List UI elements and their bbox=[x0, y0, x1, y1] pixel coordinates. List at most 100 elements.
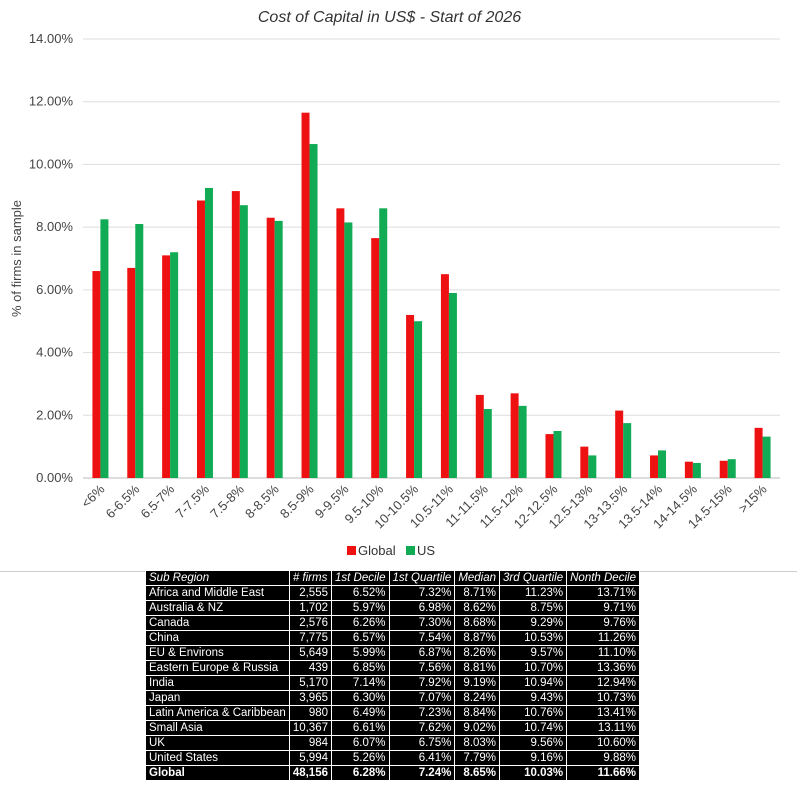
table-cell: 11.26% bbox=[566, 630, 640, 646]
table-cell: 7.54% bbox=[388, 630, 456, 646]
table-cell: 11.23% bbox=[499, 585, 568, 601]
bar-global bbox=[615, 410, 624, 478]
bar-global bbox=[510, 393, 519, 478]
table-cell: 2,576 bbox=[288, 615, 333, 631]
table-cell: 10.53% bbox=[499, 630, 568, 646]
table-row: Japan 3,965 6.30% 7.07% 8.24% 9.43% 10.73% bbox=[145, 690, 640, 706]
table-cell: 6.28% bbox=[331, 765, 390, 781]
table-cell: 8.81% bbox=[454, 660, 501, 676]
bar-global bbox=[127, 267, 136, 478]
x-tick-label: >15% bbox=[735, 481, 770, 516]
x-tick-label: 7.5-8% bbox=[207, 481, 247, 521]
y-tick-label: 8.00% bbox=[36, 219, 73, 234]
bar-global bbox=[301, 112, 310, 479]
bar-us bbox=[170, 252, 179, 478]
table-cell: 7.07% bbox=[388, 690, 456, 706]
bar-us bbox=[658, 450, 667, 478]
bar-global bbox=[371, 238, 380, 478]
table-cell: Australia & NZ bbox=[145, 600, 290, 616]
bar-chart: Cost of Capital in US$ - Start of 2026 0.… bbox=[9, 9, 780, 558]
table-header-cell: # firms bbox=[288, 570, 333, 586]
table-cell: 7,775 bbox=[288, 630, 333, 646]
table-cell: United States bbox=[145, 750, 290, 766]
bar-global bbox=[162, 255, 171, 478]
bar-us bbox=[623, 423, 632, 478]
legend-swatch-us bbox=[406, 546, 415, 555]
y-tick-label: 2.00% bbox=[36, 407, 73, 422]
table-cell: 9.43% bbox=[499, 690, 568, 706]
table-row: Canada 2,576 6.26% 7.30% 8.68% 9.29% 9.76% bbox=[145, 615, 640, 631]
table-cell: 13.41% bbox=[566, 705, 640, 721]
y-tick-label: 0.00% bbox=[36, 470, 73, 485]
bar-global bbox=[92, 271, 101, 478]
table-cell: 984 bbox=[288, 735, 333, 751]
table-cell: 13.11% bbox=[566, 720, 640, 736]
table-cell: 6.30% bbox=[331, 690, 390, 706]
table-cell: 8.71% bbox=[454, 585, 501, 601]
table-row: Latin America & Caribbean 980 6.49% 7.23% 8.… bbox=[145, 705, 640, 721]
legend-swatch-global bbox=[347, 546, 356, 555]
table-cell: 6.85% bbox=[331, 660, 390, 676]
bar-us bbox=[727, 459, 736, 478]
table-cell: 8.62% bbox=[454, 600, 501, 616]
bar-us bbox=[762, 436, 771, 478]
table-cell: 11.66% bbox=[566, 765, 640, 781]
table-total-row: Global 48,156 6.28% 7.24% 8.65% 10.03% 11.66% bbox=[145, 765, 640, 781]
y-tick-label: 6.00% bbox=[36, 282, 73, 297]
table-row: Australia & NZ 1,702 5.97% 6.98% 8.62% 8.75% 9… bbox=[145, 600, 640, 616]
bar-global bbox=[719, 460, 728, 478]
table-cell: 8.26% bbox=[454, 645, 501, 661]
table-cell: 10.74% bbox=[499, 720, 568, 736]
table-cell: Small Asia bbox=[145, 720, 290, 736]
table-cell: 10,367 bbox=[288, 720, 333, 736]
bar-us bbox=[588, 455, 597, 478]
table-cell: 6.07% bbox=[331, 735, 390, 751]
table-cell: 9.02% bbox=[454, 720, 501, 736]
x-tick-label: 7-7.5% bbox=[172, 481, 212, 521]
table-cell: 10.03% bbox=[499, 765, 568, 781]
table-cell: 8.68% bbox=[454, 615, 501, 631]
bar-global bbox=[650, 455, 659, 478]
table-cell: India bbox=[145, 675, 290, 691]
table-cell: UK bbox=[145, 735, 290, 751]
table-cell: 2,555 bbox=[288, 585, 333, 601]
bar-us bbox=[100, 219, 109, 478]
table-cell: 7.62% bbox=[388, 720, 456, 736]
x-tick-label: 6.5-7% bbox=[138, 481, 178, 521]
table-cell: 9.88% bbox=[566, 750, 640, 766]
table-row: India 5,170 7.14% 7.92% 9.19% 10.94% 12.94% bbox=[145, 675, 640, 691]
bar-global bbox=[266, 217, 275, 478]
table-cell: 439 bbox=[288, 660, 333, 676]
table-cell: 6.52% bbox=[331, 585, 390, 601]
table-cell: 11.10% bbox=[566, 645, 640, 661]
table-cell: 6.87% bbox=[388, 645, 456, 661]
table-cell: 980 bbox=[288, 705, 333, 721]
bar-us bbox=[309, 144, 318, 478]
table-cell: 3,965 bbox=[288, 690, 333, 706]
x-tick-label: <6% bbox=[78, 481, 108, 511]
bar-us bbox=[414, 321, 423, 478]
bar-global bbox=[406, 314, 415, 478]
table-cell: 1,702 bbox=[288, 600, 333, 616]
table-cell: EU & Environs bbox=[145, 645, 290, 661]
table-cell: 13.36% bbox=[566, 660, 640, 676]
x-tick-label: 8-8.5% bbox=[242, 481, 282, 521]
bar-global bbox=[475, 394, 484, 478]
stats-table: Sub Region # firms 1st Decile 1st Quartile M… bbox=[145, 570, 640, 781]
table-cell: 6.57% bbox=[331, 630, 390, 646]
table-cell: 48,156 bbox=[288, 765, 333, 781]
table-cell: 5,170 bbox=[288, 675, 333, 691]
table-cell: 8.84% bbox=[454, 705, 501, 721]
table-cell: 9.71% bbox=[566, 600, 640, 616]
bar-us bbox=[204, 187, 213, 479]
table-cell: Japan bbox=[145, 690, 290, 706]
table-header-cell: Median bbox=[454, 570, 501, 586]
table-cell: Eastern Europe & Russia bbox=[145, 660, 290, 676]
x-tick-label: 8.5-9% bbox=[277, 481, 317, 521]
table-cell: 6.61% bbox=[331, 720, 390, 736]
table-row: China 7,775 6.57% 7.54% 8.87% 10.53% 11.26% bbox=[145, 630, 640, 646]
table-header-cell: Nonth Decile bbox=[566, 570, 640, 586]
bar-us bbox=[692, 462, 701, 478]
table-cell: 10.73% bbox=[566, 690, 640, 706]
table-header-cell: Sub Region bbox=[145, 570, 290, 586]
